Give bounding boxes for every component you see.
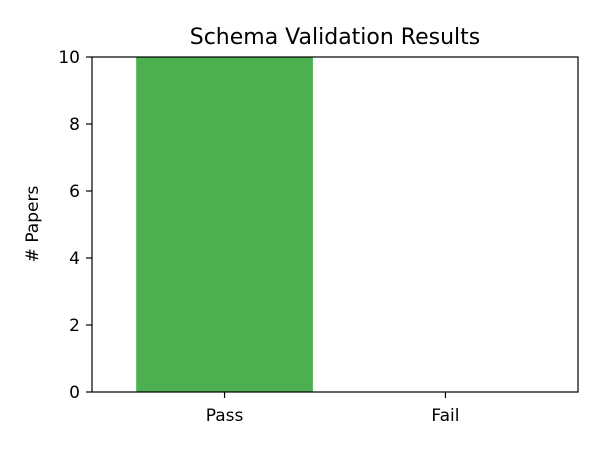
y-tick-label-4: 4 [69, 249, 80, 269]
x-tick-label-fail: Fail [431, 406, 459, 426]
y-tick-label-8: 8 [69, 115, 80, 135]
chart-title: Schema Validation Results [190, 25, 481, 50]
y-tick-label-6: 6 [69, 182, 80, 202]
ticks-layer: Pass Fail 0 2 4 6 8 10 [58, 48, 459, 426]
bars-layer [136, 57, 313, 392]
x-tick-label-pass: Pass [206, 406, 244, 426]
y-tick-label-10: 10 [58, 48, 80, 68]
y-tick-label-2: 2 [69, 316, 80, 336]
bar-pass [136, 57, 313, 392]
y-tick-label-0: 0 [69, 383, 80, 403]
y-axis-label: # Papers [23, 186, 43, 263]
plot-frame [91, 56, 579, 393]
